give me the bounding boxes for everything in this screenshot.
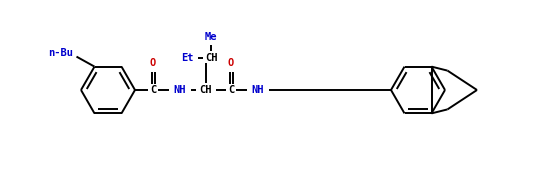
Text: NH: NH	[174, 85, 186, 95]
Text: O: O	[150, 58, 156, 68]
Text: Me: Me	[205, 32, 217, 42]
Text: C: C	[228, 85, 234, 95]
Text: O: O	[228, 58, 234, 68]
Text: Et: Et	[182, 53, 194, 63]
Text: CH: CH	[200, 85, 212, 95]
Text: n-Bu: n-Bu	[48, 48, 73, 58]
Text: C: C	[150, 85, 156, 95]
Text: NH: NH	[252, 85, 264, 95]
Text: CH: CH	[205, 53, 217, 63]
